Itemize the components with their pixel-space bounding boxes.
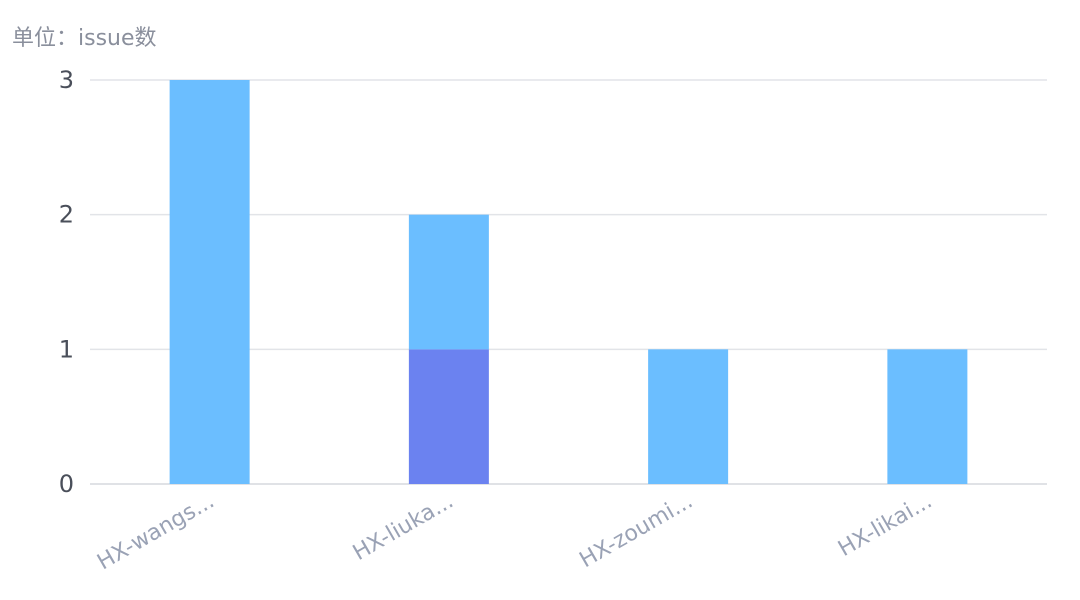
x-tick-label: HX-zoumi... [576,489,698,574]
y-tick-label: 1 [59,335,74,363]
bar-segment[interactable] [408,349,489,484]
x-tick-label: HX-likai... [834,489,936,562]
bar-segment[interactable] [887,349,968,484]
bar-segment[interactable] [648,349,729,484]
bar-segment[interactable] [408,214,489,350]
x-tick-label: HX-wangs... [93,489,218,576]
x-tick-label: HX-liuka... [349,489,458,566]
y-tick-label: 3 [59,66,74,94]
bar-segment[interactable] [169,80,250,484]
y-axis: 0 1 2 3 [59,66,74,498]
x-axis: HX-wangs... HX-liuka... HX-zoumi... HX-lika… [93,489,936,576]
y-tick-label: 2 [59,201,74,229]
unit-label: 单位：issue数 [12,26,157,51]
bar-layer [169,80,968,484]
y-tick-label: 0 [59,470,74,498]
